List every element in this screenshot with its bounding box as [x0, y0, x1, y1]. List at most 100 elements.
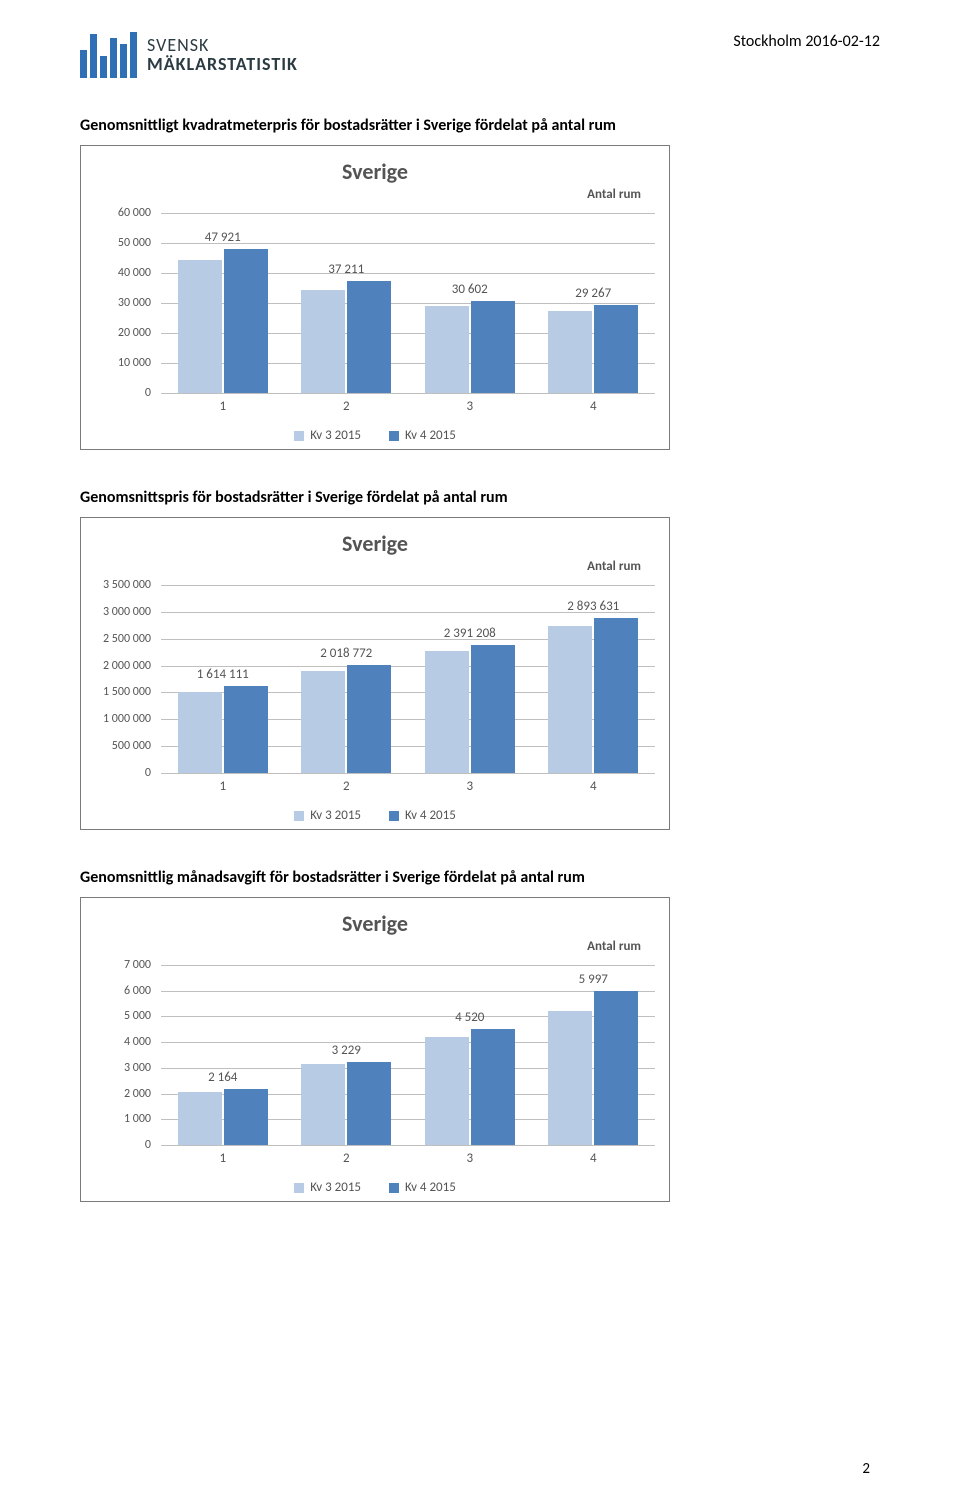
y-tick-label: 5 000 — [124, 1009, 151, 1023]
legend-label: Kv 4 2015 — [405, 428, 456, 443]
x-tick-label: 3 — [466, 393, 473, 414]
y-tick-label: 50 000 — [118, 236, 151, 250]
bar — [471, 645, 515, 773]
chart-title: Sverige — [85, 530, 665, 557]
bar — [548, 626, 592, 773]
page-number: 2 — [862, 1460, 870, 1478]
y-tick-label: 40 000 — [118, 266, 151, 280]
y-tick-label: 1 000 000 — [103, 712, 151, 726]
chart-title: Sverige — [85, 158, 665, 185]
y-tick-label: 2 000 — [124, 1087, 151, 1101]
y-tick-label: 3 500 000 — [103, 578, 151, 592]
y-tick-label: 7 000 — [124, 958, 151, 972]
legend-label: Kv 3 2015 — [310, 808, 361, 823]
bar — [178, 1092, 222, 1145]
x-tick-label: 1 — [219, 393, 226, 414]
y-tick-label: 3 000 — [124, 1061, 151, 1075]
x-tick-label: 2 — [343, 1145, 350, 1166]
bar — [594, 618, 638, 773]
bar — [425, 306, 469, 393]
value-label: 2 018 772 — [320, 646, 372, 661]
value-label: 2 391 208 — [444, 626, 496, 641]
bar-group: 2 893 631 — [548, 618, 638, 773]
header-date: Stockholm 2016-02-12 — [733, 32, 880, 51]
legend-label: Kv 3 2015 — [310, 428, 361, 443]
legend-label: Kv 4 2015 — [405, 808, 456, 823]
chart-subtitle: Antal rum — [587, 939, 641, 954]
value-label: 29 267 — [575, 286, 611, 301]
logo-line2: MÄKLARSTATISTIK — [147, 55, 298, 74]
value-label: 5 997 — [579, 972, 608, 987]
legend-swatch-icon — [389, 431, 399, 441]
bar-group: 30 602 — [425, 301, 515, 393]
section-title-1: Genomsnittligt kvadratmeterpris för bost… — [80, 116, 880, 135]
bar — [548, 1011, 592, 1145]
bar — [301, 671, 345, 773]
chart-2: Sverige Antal rum 0 500 000 1 000 000 1 500 0… — [80, 517, 670, 830]
x-tick-label: 1 — [219, 1145, 226, 1166]
bar-group: 3 229 — [301, 1062, 391, 1145]
y-tick-label: 10 000 — [118, 356, 151, 370]
legend-item: Kv 4 2015 — [389, 1180, 456, 1195]
legend-swatch-icon — [294, 811, 304, 821]
bar — [224, 249, 268, 393]
value-label: 4 520 — [455, 1010, 484, 1025]
y-tick-label: 1 000 — [124, 1112, 151, 1126]
x-tick-label: 2 — [343, 773, 350, 794]
x-tick-label: 4 — [590, 393, 597, 414]
section-title-3: Genomsnittlig månadsavgift för bostadsrä… — [80, 868, 880, 887]
bar — [425, 651, 469, 773]
x-tick-label: 4 — [590, 773, 597, 794]
section-title-2: Genomsnittspris för bostadsrätter i Sver… — [80, 488, 880, 507]
y-tick-label: 500 000 — [112, 739, 151, 753]
bar — [347, 1062, 391, 1145]
legend-label: Kv 3 2015 — [310, 1180, 361, 1195]
bar-group: 2 018 772 — [301, 665, 391, 773]
bar — [594, 991, 638, 1145]
brand-logo: SVENSK MÄKLARSTATISTIK — [80, 32, 298, 78]
bar-group: 29 267 — [548, 305, 638, 393]
x-tick-label: 4 — [590, 1145, 597, 1166]
x-tick-label: 2 — [343, 393, 350, 414]
y-tick-label: 1 500 000 — [103, 685, 151, 699]
x-tick-label: 3 — [466, 773, 473, 794]
chart-subtitle: Antal rum — [587, 187, 641, 202]
y-tick-label: 60 000 — [118, 206, 151, 220]
value-label: 30 602 — [452, 282, 488, 297]
value-label: 47 921 — [205, 230, 241, 245]
legend-swatch-icon — [294, 431, 304, 441]
legend-swatch-icon — [389, 811, 399, 821]
x-tick-label: 3 — [466, 1145, 473, 1166]
bar-group: 2 164 — [178, 1089, 268, 1145]
bar — [594, 305, 638, 393]
value-label: 2 893 631 — [567, 599, 619, 614]
legend-label: Kv 4 2015 — [405, 1180, 456, 1195]
value-label: 37 211 — [328, 262, 364, 277]
chart-subtitle: Antal rum — [587, 559, 641, 574]
bar — [224, 686, 268, 773]
y-tick-label: 6 000 — [124, 984, 151, 998]
legend-item: Kv 3 2015 — [294, 1180, 361, 1195]
bar — [301, 1064, 345, 1145]
y-tick-label: 0 — [145, 766, 151, 780]
bar — [178, 260, 222, 394]
legend-swatch-icon — [294, 1183, 304, 1193]
chart-1: SverigeAntal rum010 00020 00030 00040 00… — [80, 145, 670, 450]
y-tick-label: 2 500 000 — [103, 632, 151, 646]
y-tick-label: 2 000 000 — [103, 659, 151, 673]
bar — [224, 1089, 268, 1145]
bar-group: 4 520 — [425, 1029, 515, 1145]
bar — [347, 281, 391, 393]
bar-group: 37 211 — [301, 281, 391, 393]
chart-3: SverigeAntal rum01 0002 0003 0004 0005 0… — [80, 897, 670, 1202]
bar-group: 1 614 111 — [178, 686, 268, 773]
y-tick-label: 3 000 000 — [103, 605, 151, 619]
x-tick-label: 1 — [219, 773, 226, 794]
logo-text: SVENSK MÄKLARSTATISTIK — [147, 36, 298, 74]
bar — [178, 692, 222, 773]
legend-item: Kv 4 2015 — [389, 428, 456, 443]
chart-title: Sverige — [85, 910, 665, 937]
y-tick-label: 30 000 — [118, 296, 151, 310]
legend-swatch-icon — [389, 1183, 399, 1193]
legend-item: Kv 3 2015 — [294, 808, 361, 823]
